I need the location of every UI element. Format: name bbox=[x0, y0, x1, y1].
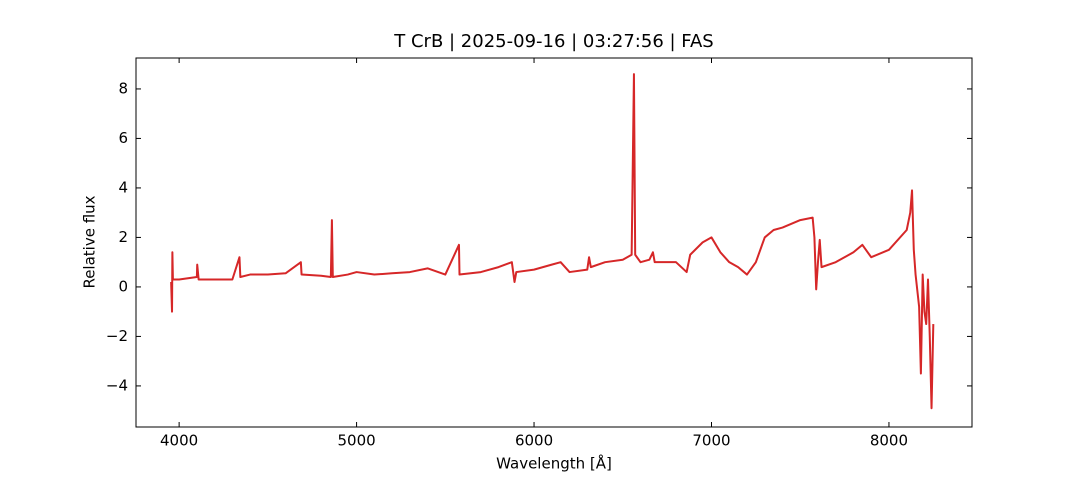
x-axis-label: Wavelength [Å] bbox=[496, 454, 612, 473]
plot-frame bbox=[135, 57, 973, 428]
y-tick-label: 4 bbox=[118, 178, 128, 196]
y-tick-label: 6 bbox=[118, 129, 128, 147]
y-tick-label: 8 bbox=[118, 79, 128, 97]
y-tick-label: 0 bbox=[118, 277, 128, 295]
y-axis-label: Relative flux bbox=[81, 195, 99, 288]
x-tick-label: 6000 bbox=[515, 432, 553, 450]
x-tick-label: 4000 bbox=[160, 432, 198, 450]
x-tick-label: 7000 bbox=[692, 432, 730, 450]
x-tick-label: 5000 bbox=[337, 432, 375, 450]
x-tick-label: 8000 bbox=[870, 432, 908, 450]
y-tick-label: 2 bbox=[118, 228, 128, 246]
spectrum-line bbox=[170, 73, 935, 410]
y-tick-label: −4 bbox=[106, 376, 128, 394]
chart-title: T CrB | 2025-09-16 | 03:27:56 | FAS bbox=[393, 31, 713, 52]
y-tick-label: −2 bbox=[106, 327, 128, 345]
